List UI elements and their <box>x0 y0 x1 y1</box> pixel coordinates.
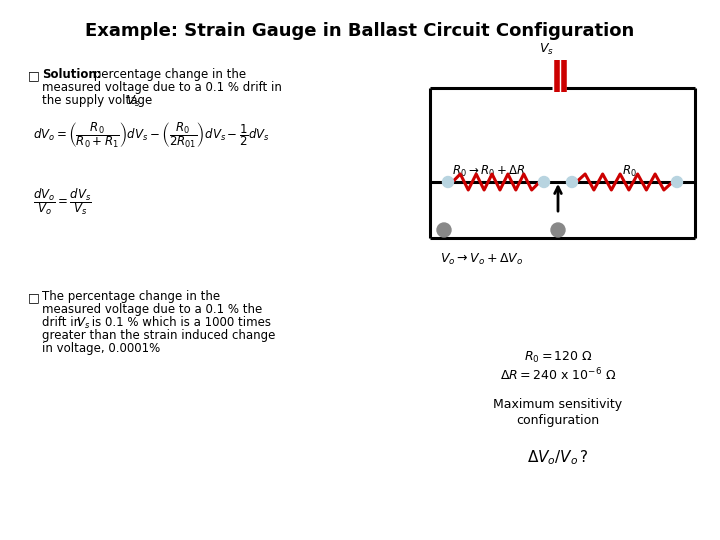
Circle shape <box>567 177 577 187</box>
Text: □: □ <box>28 69 40 82</box>
Text: $\Delta V_o / V_o\, ?$: $\Delta V_o / V_o\, ?$ <box>527 448 589 467</box>
Text: drift in: drift in <box>42 316 85 329</box>
Circle shape <box>437 223 451 237</box>
Text: percentage change in the: percentage change in the <box>90 68 246 81</box>
Text: configuration: configuration <box>516 414 600 427</box>
Text: the supply voltage: the supply voltage <box>42 94 156 107</box>
Text: in voltage, 0.0001%: in voltage, 0.0001% <box>42 342 161 355</box>
Text: measured voltage due to a 0.1 % the: measured voltage due to a 0.1 % the <box>42 303 262 316</box>
Text: $V_o \rightarrow V_o + \Delta V_o$: $V_o \rightarrow V_o + \Delta V_o$ <box>440 252 523 267</box>
Text: Solution:: Solution: <box>42 68 102 81</box>
Text: greater than the strain induced change: greater than the strain induced change <box>42 329 275 342</box>
Text: $V_s$: $V_s$ <box>126 94 140 109</box>
Text: The percentage change in the: The percentage change in the <box>42 290 220 303</box>
Text: $\Delta R = 240\ \mathrm{x}\ 10^{-6}\ \Omega$: $\Delta R = 240\ \mathrm{x}\ 10^{-6}\ \O… <box>500 367 616 383</box>
Text: Example: Strain Gauge in Ballast Circuit Configuration: Example: Strain Gauge in Ballast Circuit… <box>86 22 634 40</box>
Circle shape <box>672 177 683 187</box>
Text: $V_s$: $V_s$ <box>76 316 90 331</box>
Text: □: □ <box>28 291 40 304</box>
Text: Maximum sensitivity: Maximum sensitivity <box>493 398 623 411</box>
Text: is 0.1 % which is a 1000 times: is 0.1 % which is a 1000 times <box>88 316 271 329</box>
Text: $R_0 = 120\ \Omega$: $R_0 = 120\ \Omega$ <box>523 350 593 365</box>
Circle shape <box>551 223 565 237</box>
Circle shape <box>443 177 454 187</box>
Text: $dV_o = \left(\dfrac{R_0}{R_0 + R_1}\right)dV_s - \left(\dfrac{R_0}{2R_{01}}\rig: $dV_o = \left(\dfrac{R_0}{R_0 + R_1}\rig… <box>33 120 270 150</box>
Text: $V_s$: $V_s$ <box>539 42 554 57</box>
Text: $R_0$: $R_0$ <box>622 164 637 179</box>
Text: $\dfrac{dV_o}{V_o} = \dfrac{dV_s}{V_s}$: $\dfrac{dV_o}{V_o} = \dfrac{dV_s}{V_s}$ <box>33 186 92 217</box>
Circle shape <box>539 177 549 187</box>
Text: measured voltage due to a 0.1 % drift in: measured voltage due to a 0.1 % drift in <box>42 81 282 94</box>
Text: $R_0 \rightarrow R_0 + \Delta R$: $R_0 \rightarrow R_0 + \Delta R$ <box>452 164 526 179</box>
